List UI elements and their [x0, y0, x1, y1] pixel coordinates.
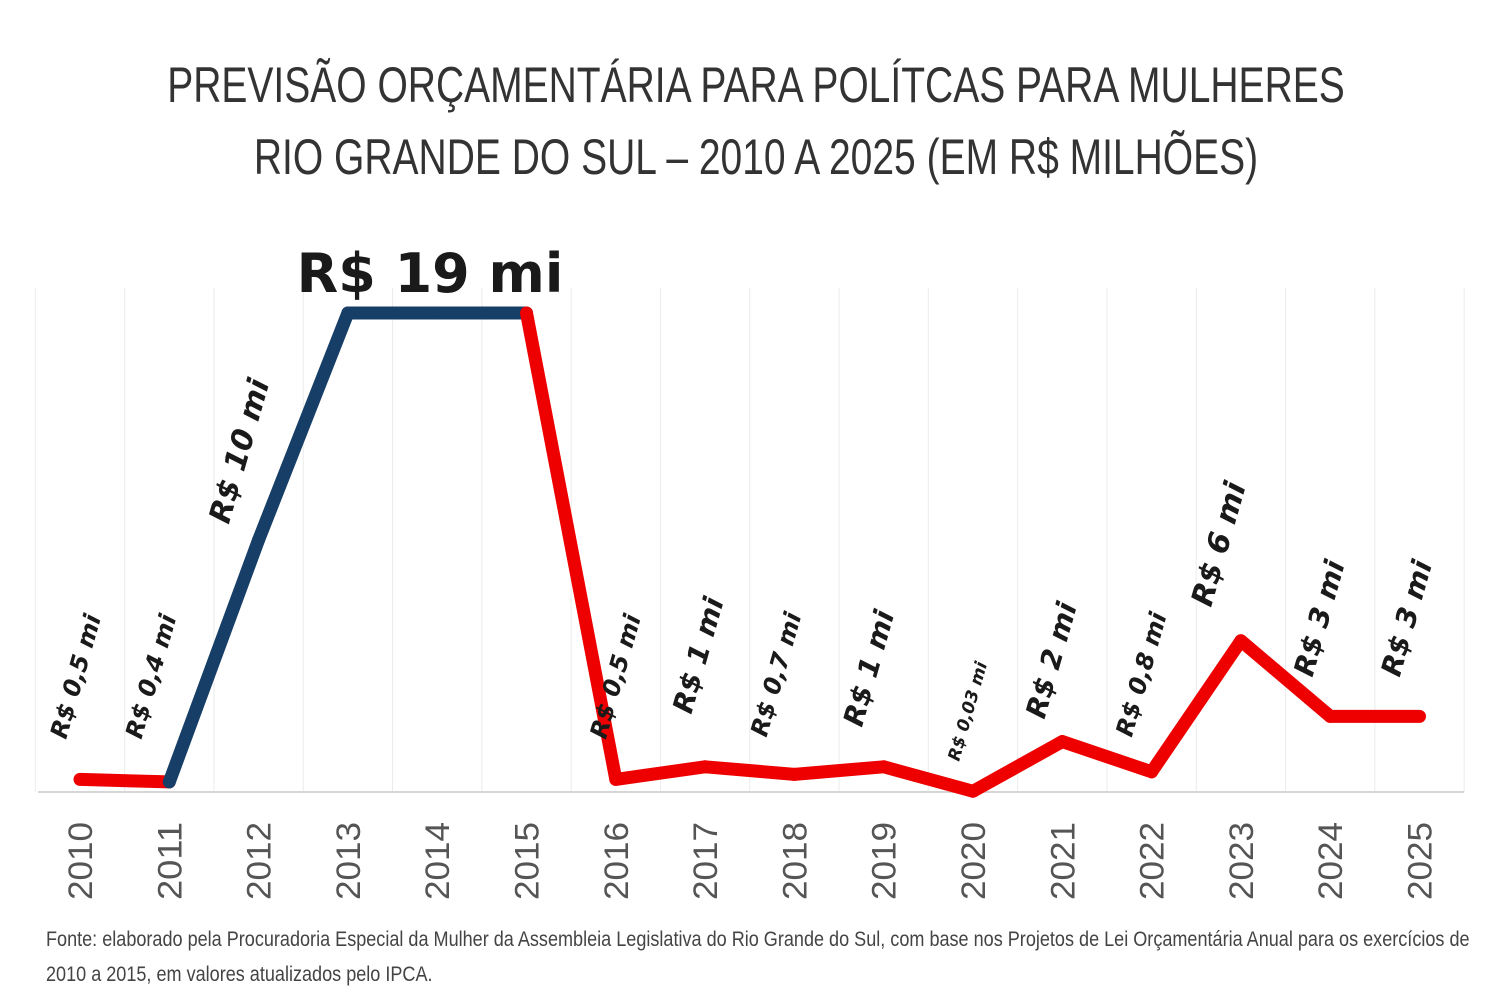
data-label-2022: R$ 0,8 mi [1110, 608, 1172, 739]
line-segment-2021-2022 [1055, 735, 1159, 779]
x-tick-label-2021: 2021 [1044, 822, 1082, 900]
line-segment-2011-2012 [162, 533, 266, 789]
line-segment-2017-2018 [698, 760, 801, 781]
x-tick-label-2019: 2019 [866, 822, 904, 900]
line-segment-2010-2011 [73, 772, 176, 789]
x-tick-label-2024: 2024 [1312, 822, 1350, 900]
x-tick-label-2018: 2018 [776, 822, 814, 900]
data-label-2010: R$ 0,5 mi [45, 610, 107, 741]
line-segment-2015-2016 [520, 306, 623, 786]
x-tick-label-2015: 2015 [509, 822, 547, 900]
x-tick-label-2014: 2014 [419, 822, 457, 900]
source-note: Fonte: elaborado pela Procuradoria Espec… [46, 928, 1470, 986]
data-label-2020: R$ 0,03 mi [945, 658, 993, 763]
line-segment-2019-2020 [877, 760, 980, 798]
line-segment-2018-2019 [787, 760, 891, 781]
data-label-2011: R$ 0,4 mi [120, 610, 182, 741]
x-tick-label-2017: 2017 [687, 822, 725, 900]
peak-data-label: R$ 19 mi [297, 242, 564, 305]
data-label-2024: R$ 3 mi [1287, 556, 1352, 680]
data-label-2021: R$ 2 mi [1019, 598, 1084, 722]
x-tick-label-2011: 2011 [151, 822, 189, 900]
x-tick-label-2023: 2023 [1223, 822, 1261, 900]
line-segment-2022-2023 [1145, 634, 1248, 779]
chart-title-line1: PREVISÃO ORÇAMENTÁRIA PARA POLÍTCAS PARA… [167, 57, 1345, 113]
line-segment-2012-2013 [252, 306, 355, 547]
data-label-2018: R$ 0,7 mi [745, 608, 807, 739]
line-segment-2023-2024 [1234, 634, 1337, 723]
data-label-2019: R$ 1 mi [837, 606, 902, 730]
x-tick-label-2016: 2016 [598, 822, 636, 900]
line-segment-2016-2017 [609, 760, 712, 786]
x-tick-label-2012: 2012 [241, 822, 279, 900]
line-segment-2020-2021 [966, 735, 1069, 798]
data-label-2017: R$ 1 mi [666, 593, 731, 717]
chart-title-line2: RIO GRANDE DO SUL – 2010 A 2025 (EM R$ M… [253, 129, 1259, 185]
x-tick-label-2022: 2022 [1134, 822, 1172, 900]
data-label-2025: R$ 3 mi [1375, 556, 1440, 680]
x-tick-label-2010: 2010 [62, 822, 100, 900]
x-tick-label-2013: 2013 [330, 822, 368, 900]
data-label-2023: R$ 6 mi [1185, 478, 1254, 611]
x-tick-label-2020: 2020 [955, 822, 993, 900]
x-tick-label-2025: 2025 [1402, 822, 1440, 900]
